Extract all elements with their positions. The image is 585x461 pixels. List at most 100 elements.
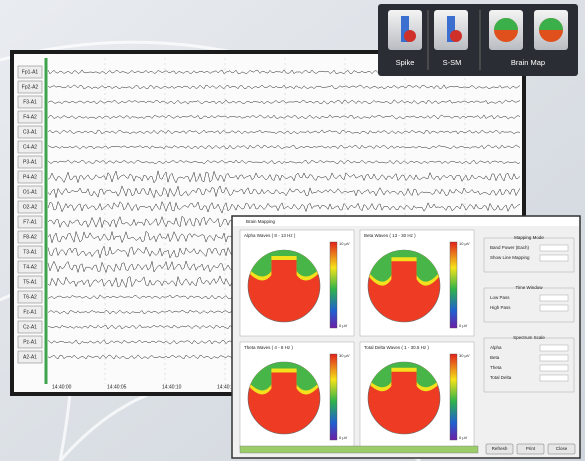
channel-label: C3-A1 (23, 129, 37, 135)
time-label: 14:40:15 (217, 384, 237, 390)
dialog-button-label: Print (526, 446, 536, 451)
option-field[interactable] (539, 254, 569, 262)
channel-label: P4-A2 (23, 174, 37, 180)
option-field[interactable] (539, 344, 569, 352)
channel-label: Pz-A1 (23, 339, 37, 345)
toolbar-icon (450, 30, 462, 42)
channel-label-box (17, 245, 43, 259)
channel-label-box (17, 200, 43, 214)
dialog-titlebar (233, 217, 579, 226)
group-title: Mapping Mode (514, 235, 544, 240)
color-scale (329, 353, 338, 441)
channel-label-box (17, 230, 43, 244)
scale-min: 0 µV (459, 435, 468, 440)
time-label: 14:40:10 (162, 384, 182, 390)
head-band-green (368, 250, 440, 282)
group-title: Time Window (515, 285, 543, 290)
channel-label-box (17, 275, 43, 289)
color-scale (449, 241, 458, 329)
option-field[interactable] (539, 364, 569, 372)
scale-min: 0 µV (339, 323, 348, 328)
option-group (483, 287, 575, 323)
group-title: Spectrum Scale (513, 335, 545, 340)
scale-max: 10 µV (459, 241, 470, 246)
eeg-trace (47, 114, 521, 120)
option-field[interactable] (539, 354, 569, 362)
head-overlay (368, 362, 440, 392)
dialog-button-label: Close (556, 446, 568, 451)
channel-label-box (17, 125, 43, 139)
map-title: Alpha Waves ( 8 - 13 Hz ) (244, 233, 296, 238)
channel-label-box (17, 65, 43, 79)
eeg-trace (47, 170, 521, 184)
channel-label: T3-A1 (23, 249, 37, 255)
option-field[interactable] (539, 304, 569, 312)
toolbar-icon (401, 16, 409, 42)
color-scale (449, 353, 458, 441)
channel-label-box (17, 350, 43, 364)
option-label: Low Pass (490, 295, 510, 300)
channel-label-box (17, 170, 43, 184)
channel-label: F3-A1 (23, 99, 37, 105)
head-overlay (248, 250, 320, 281)
channel-label: Fz-A1 (23, 309, 37, 315)
option-label: Band Power (Each) (490, 245, 530, 250)
channel-label: O1-A1 (23, 189, 38, 195)
channel-label: F7-A1 (23, 219, 37, 225)
channel-label: Fp2-A2 (22, 84, 39, 90)
time-label: 14:40:00 (52, 384, 72, 390)
map-title: Total Delta Waves ( 1 - 30.5 Hz ) (364, 345, 429, 350)
time-label: 14:40:05 (107, 384, 127, 390)
option-field[interactable] (539, 294, 569, 302)
scale-max: 30 µV (339, 353, 350, 358)
eeg-trace (47, 84, 521, 90)
eeg-trace (47, 144, 521, 150)
scale-min: 0 µV (339, 435, 348, 440)
toolbar-label: S-SM (443, 58, 462, 67)
option-field[interactable] (539, 374, 569, 382)
head-band-green (248, 362, 320, 391)
option-field[interactable] (539, 244, 569, 252)
scale-max: 10 µV (339, 241, 350, 246)
dialog-button[interactable] (516, 443, 545, 455)
dialog-button-label: Refresh (492, 446, 508, 451)
channel-label: F4-A2 (23, 114, 37, 120)
eeg-trace (47, 185, 521, 199)
channel-label-box (17, 185, 43, 199)
eeg-trace (47, 200, 521, 214)
progress-bar (239, 445, 479, 454)
toolbar-icon (539, 18, 563, 30)
toolbar-icon (494, 18, 518, 30)
channel-label: T6-A2 (23, 294, 37, 300)
toolbar-label: Spike (396, 58, 415, 67)
channel-label-box (17, 155, 43, 169)
dialog-button[interactable] (547, 443, 576, 455)
head-overlay (368, 250, 440, 286)
eeg-trace (47, 99, 521, 105)
toolbar-label: Brain Map (511, 58, 545, 67)
head-band-green (248, 250, 320, 277)
channel-label-box (17, 335, 43, 349)
option-label: Show Line Mapping (490, 255, 530, 260)
dialog-button[interactable] (485, 443, 514, 455)
head-band-green (368, 362, 440, 388)
channel-label: A2-A1 (23, 354, 37, 360)
map-title: Theta Waves ( 4 - 8 Hz ) (244, 345, 293, 350)
channel-label-box (17, 305, 43, 319)
channel-label-box (17, 290, 43, 304)
channel-label-box (17, 260, 43, 274)
option-label: Alpha (490, 345, 502, 350)
option-group (483, 337, 575, 393)
channel-label-box (17, 215, 43, 229)
channel-label: Fp1-A1 (22, 69, 39, 75)
channel-label: F8-A2 (23, 234, 37, 240)
dialog-title: Brain Mapping (246, 219, 276, 224)
toolbar-icon (447, 16, 455, 42)
option-label: High Pass (490, 305, 511, 310)
option-group (483, 237, 575, 273)
channel-label: C4-A2 (23, 144, 37, 150)
channel-label: T4-A2 (23, 264, 37, 270)
scale-min: 0 µV (459, 323, 468, 328)
channel-label: Cz-A1 (23, 324, 37, 330)
